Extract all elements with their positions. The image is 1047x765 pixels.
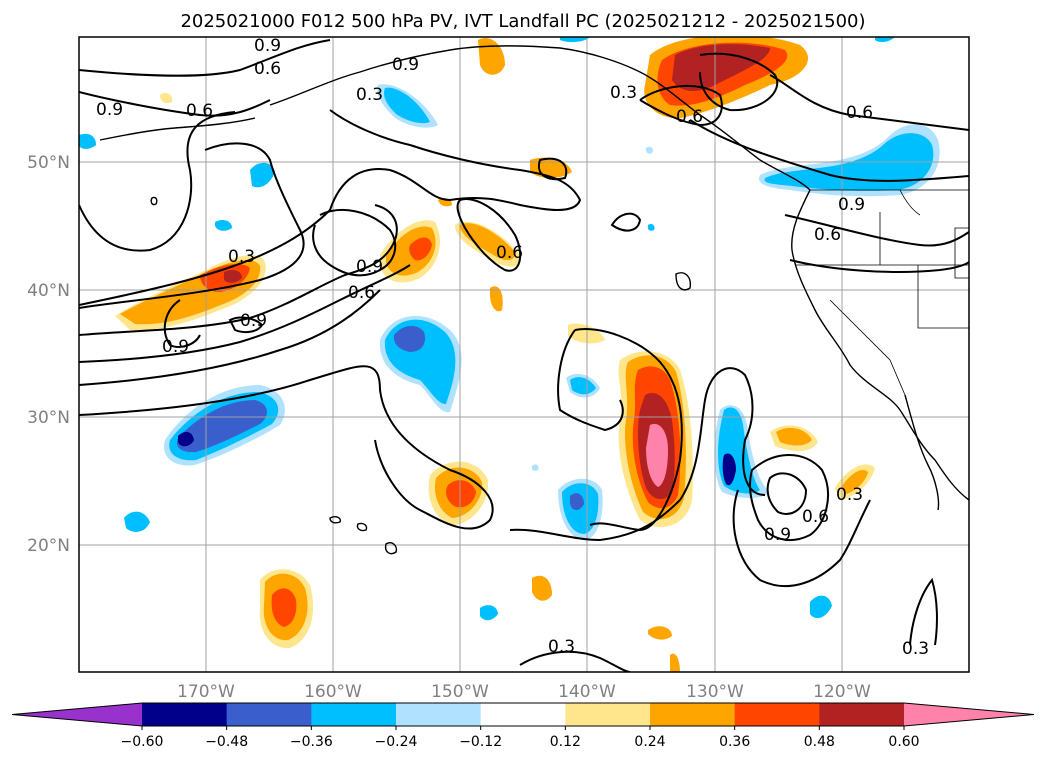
contour-label: 0.6 [348,283,375,303]
contour-label: 0.3 [902,639,929,659]
lat-label: 20°N [27,536,70,556]
contour-labels: 0.9 0.6 0.9 0.6 0.3 0.3 0.6 0.6 0.9 0.6 … [96,36,929,659]
contour-label: 0.6 [186,101,213,121]
pc-shading-negative [79,37,940,621]
map-gridlines [79,37,969,672]
contour-label: 0.3 [836,485,863,505]
colorbar-segment [650,703,736,726]
lon-label: 170°W [177,682,235,702]
colorbar-tick-label: −0.12 [459,734,502,750]
colorbar-tick-label: 0.12 [550,734,581,750]
colorbar: −0.60 −0.48 −0.36 −0.24 −0.12 0.12 0.24 0.36 0.4… [11,702,1035,750]
colorbar-extend-low [12,703,142,726]
contour-label: 0.9 [838,195,865,215]
colorbar-tick-label: −0.24 [375,734,418,750]
contour-label: 0.9 [764,525,791,545]
contour-label: 0.9 [356,257,383,277]
lon-label: 140°W [558,682,616,702]
colorbar-tick-label: 0.24 [634,734,665,750]
contour-label: 0.3 [356,85,383,105]
colorbar-tick-label: −0.60 [121,734,164,750]
colorbar-tick-label: −0.48 [205,734,248,750]
colorbar-segment [142,703,228,726]
lon-label: 150°W [431,682,489,702]
colorbar-tick-label: 0.48 [804,734,835,750]
colorbar-segment [480,703,566,726]
lon-label: 120°W [813,682,871,702]
colorbar-tick-label: −0.36 [290,734,333,750]
contour-label: 0.6 [802,507,829,527]
colorbar-segment [226,703,312,726]
colorbar-segment [311,703,397,726]
contour-label: 0.6 [254,59,281,79]
colorbar-segment [396,703,482,726]
contour-label: 0.9 [240,311,267,331]
contour-label: 0.6 [496,243,523,263]
map-panel: 0.9 0.6 0.9 0.6 0.3 0.3 0.6 0.6 0.9 0.6 … [78,36,970,673]
lat-label: 30°N [27,408,70,428]
colorbar-tick-label: 0.60 [888,734,919,750]
lon-label: 160°W [304,682,362,702]
colorbar-tick-label: 0.36 [719,734,750,750]
lat-label: 40°N [27,281,70,301]
contour-label: 0.3 [548,637,575,657]
colorbar-extend-high [904,703,1034,726]
contour-label: 0.9 [96,100,123,120]
colorbar-segment [734,703,820,726]
colorbar-segment [819,703,905,726]
contour-label: 0.3 [610,83,637,103]
contour-label: 0.6 [814,225,841,245]
latitude-labels: 50°N 40°N 30°N 20°N [27,153,70,556]
contour-label: 0.9 [392,55,419,75]
contour-label: 0.9 [254,36,281,56]
contour-label: 0.3 [228,247,255,267]
contour-label: 0.6 [676,107,703,127]
figure-title: 2025021000 F012 500 hPa PV, IVT Landfall… [180,11,865,32]
contour-label: 0.6 [846,103,873,123]
longitude-labels: 170°W 160°W 150°W 140°W 130°W 120°W [177,682,871,702]
lat-label: 50°N [27,153,70,173]
pv-contours [79,39,969,672]
colorbar-segment [565,703,651,726]
lon-label: 130°W [686,682,744,702]
contour-label: 0.9 [162,337,189,357]
